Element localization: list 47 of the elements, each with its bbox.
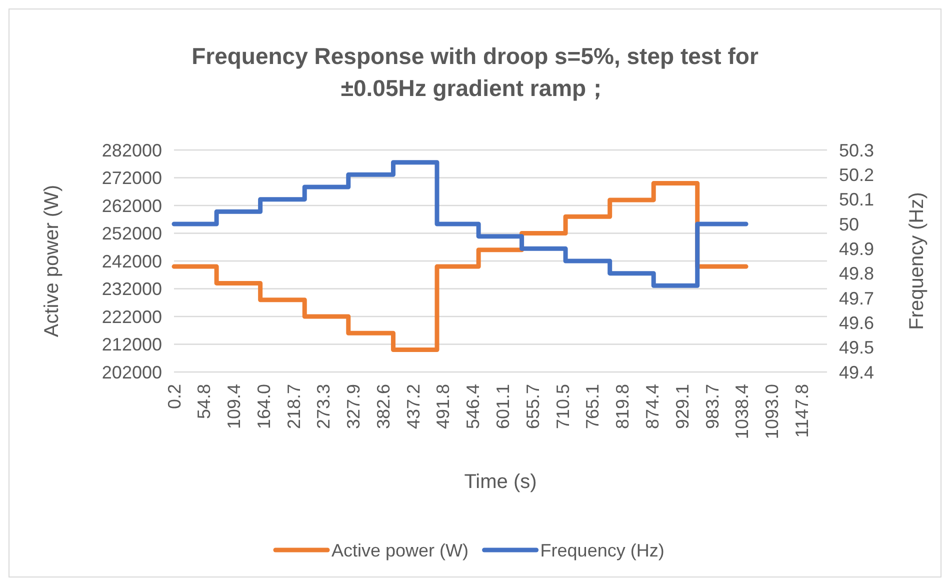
y2-tick-label: 49.8 [839,264,874,284]
x-tick-label: 710.5 [552,384,573,430]
y-tick-label: 272000 [102,168,162,188]
x-tick-label: 382.6 [373,384,394,430]
y2-axis-title: Frequency (Hz) [906,192,928,330]
y-tick-label: 262000 [102,196,162,216]
x-tick-label: 819.8 [612,384,633,430]
x-tick-label: 437.2 [403,384,424,430]
y2-tick-label: 50.2 [839,164,874,185]
x-tick-label: 1093.0 [762,384,782,440]
x-tick-label: 1038.4 [732,384,752,440]
x-tick-label: 491.8 [433,384,454,430]
y-tick-label: 232000 [102,279,162,300]
x-tick-label: 655.7 [522,384,543,430]
x-tick-label: 983.7 [702,384,722,430]
x-tick-label: 874.4 [642,384,662,430]
chart-title: Frequency Response with droop s=5%, step test for ±0.05Hz gradient ramp； [192,43,758,101]
x-tick-label: 1147.8 [792,384,812,438]
x-tick-label: 218.7 [284,384,304,430]
legend-label: Frequency (Hz) [540,540,664,560]
y-tick-label: 202000 [102,362,162,382]
x-tick-label: 929.1 [672,384,692,430]
y2-tick-label: 49.6 [839,312,874,333]
x-tick-label: 273.3 [314,384,334,430]
x-tick-label: 0.2 [164,384,184,410]
x-tick-label: 109.4 [224,384,244,430]
x-axis-title: Time (s) [464,471,537,493]
y-tick-label: 252000 [102,224,162,244]
x-tick-label: 601.1 [492,384,513,430]
x-tick-label: 164.0 [254,384,274,430]
y2-tick-label: 50.1 [839,190,874,210]
y-tick-label: 282000 [102,140,162,160]
y-axis-title: Active power (W) [41,184,63,338]
y2-tick-label: 49.9 [839,238,874,259]
legend-label: Active power (W) [332,540,469,560]
y2-tick-label: 50 [839,214,860,234]
y2-tick-label: 49.5 [839,338,874,358]
y-tick-label: 222000 [102,306,162,327]
y2-tick-label: 49.7 [839,288,874,308]
x-tick-label: 54.8 [194,384,214,420]
x-tick-label: 546.4 [463,384,484,430]
y-tick-label: 212000 [102,334,162,355]
y2-tick-label: 49.4 [839,362,874,382]
x-tick-label: 327.9 [344,384,364,430]
y2-tick-label: 50.3 [839,140,874,160]
x-tick-label: 765.1 [582,384,603,430]
y-tick-label: 242000 [102,251,162,272]
